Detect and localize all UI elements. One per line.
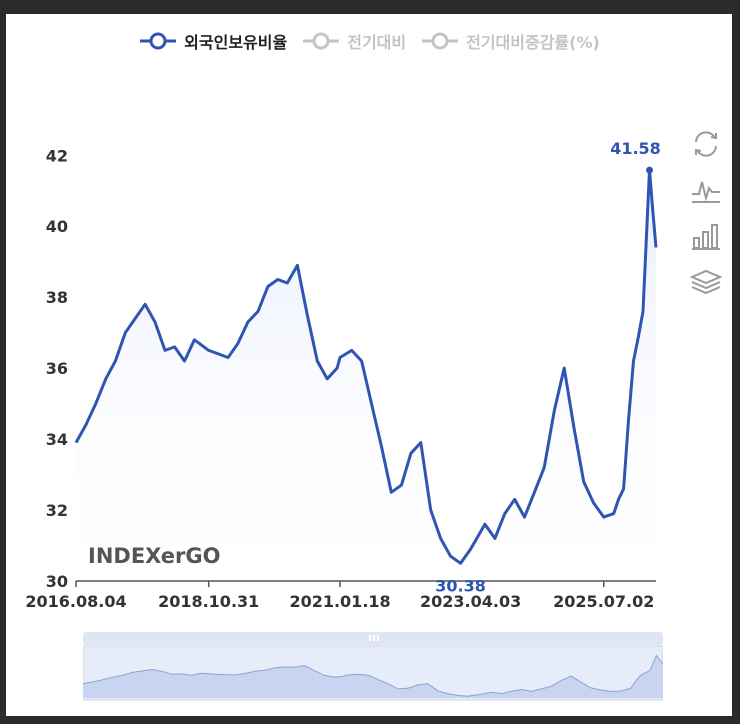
bar-chart-icon[interactable]: [688, 218, 724, 254]
legend: 외국인보유비율 전기대비 전기대비증감률(%): [6, 26, 732, 56]
y-tick-label: 42: [46, 146, 68, 165]
y-tick-label: 34: [46, 430, 68, 449]
min-value-label: 30.38: [435, 577, 486, 596]
legend-marker-icon: [422, 32, 459, 50]
legend-marker-icon: [303, 32, 340, 50]
zoom-grip[interactable]: [377, 635, 379, 641]
zoom-grip[interactable]: [373, 635, 375, 641]
max-point: [646, 166, 654, 174]
watermark: INDEXerGO: [88, 544, 220, 568]
series-area: [76, 170, 656, 581]
legend-label: 외국인보유비율: [184, 33, 288, 52]
y-tick-label: 30: [46, 572, 68, 591]
chart-frame: 외국인보유비율 전기대비 전기대비증감률(%) 30 32 34 36 38 40 42 20…: [6, 14, 732, 716]
legend-item-prev-diff[interactable]: 전기대비: [301, 29, 406, 53]
x-tick-label: 2023.04.03: [420, 592, 521, 611]
legend-item-foreign-ratio[interactable]: 외국인보유비율: [138, 29, 287, 53]
x-tick-label: 2025.07.02: [553, 592, 654, 611]
y-tick-label: 36: [46, 359, 68, 378]
legend-item-prev-rate[interactable]: 전기대비증감률(%): [420, 29, 600, 53]
data-zoom-slider[interactable]: [83, 632, 663, 702]
y-tick-label: 32: [46, 501, 68, 520]
legend-label: 전기대비: [347, 33, 407, 52]
legend-marker-icon: [140, 32, 177, 50]
zoom-preview-area: [83, 655, 663, 698]
toolbox: [686, 126, 726, 300]
line-chart-icon[interactable]: [688, 172, 724, 208]
main-chart: 30 32 34 36 38 40 42 2016.08.04 2018.10.31 2021.0…: [25, 139, 661, 611]
y-tick-label: 40: [46, 217, 68, 236]
legend-label: 전기대비증감률(%): [466, 33, 600, 52]
x-tick-label: 2016.08.04: [25, 592, 126, 611]
max-value-label: 41.58: [610, 139, 661, 158]
zoom-preview-line: [83, 654, 663, 697]
y-tick-label: 38: [46, 288, 68, 307]
x-tick-label: 2018.10.31: [158, 592, 259, 611]
refresh-icon[interactable]: [688, 126, 724, 162]
series-line: [74, 168, 658, 565]
stack-icon[interactable]: [688, 264, 724, 300]
x-tick-label: 2021.01.18: [289, 592, 390, 611]
zoom-grip[interactable]: [369, 635, 371, 641]
